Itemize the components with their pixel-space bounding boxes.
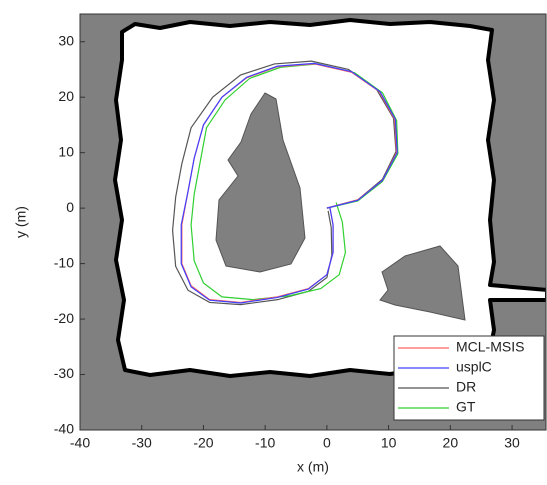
legend-label: usplC [456, 359, 492, 375]
x-tick-label: -10 [255, 435, 275, 451]
free-space [113, 18, 546, 378]
plot-lines [171, 60, 399, 306]
y-axis-label: y (m) [13, 206, 29, 238]
legend-label: MCL-MSIS [456, 339, 524, 355]
x-tick-label: -40 [70, 435, 90, 451]
x-tick-label: 20 [443, 435, 459, 451]
obstacle [379, 245, 466, 321]
plot-frame [79, 13, 547, 431]
x-tick-label: 0 [323, 435, 331, 451]
x-axis-label: x (m) [297, 459, 329, 475]
y-tick-label: 30 [58, 32, 74, 48]
y-tick-label: -10 [54, 254, 74, 270]
legend-label: DR [456, 379, 476, 395]
legend-box [393, 335, 545, 421]
x-tick-label: -20 [193, 435, 213, 451]
y-tick-label: 10 [58, 143, 74, 159]
x-tick-label: 30 [504, 435, 520, 451]
y-tick-label: 0 [66, 199, 74, 215]
legend-label: GT [456, 399, 476, 415]
x-tick-label: -30 [132, 435, 152, 451]
y-tick-label: -30 [54, 365, 74, 381]
x-tick-label: 10 [381, 435, 397, 451]
obstacle [215, 92, 306, 273]
y-tick-label: 20 [58, 88, 74, 104]
series-line [180, 62, 398, 304]
y-tick-label: -20 [54, 310, 74, 326]
series-line [190, 63, 399, 301]
y-tick-label: -40 [54, 421, 74, 437]
